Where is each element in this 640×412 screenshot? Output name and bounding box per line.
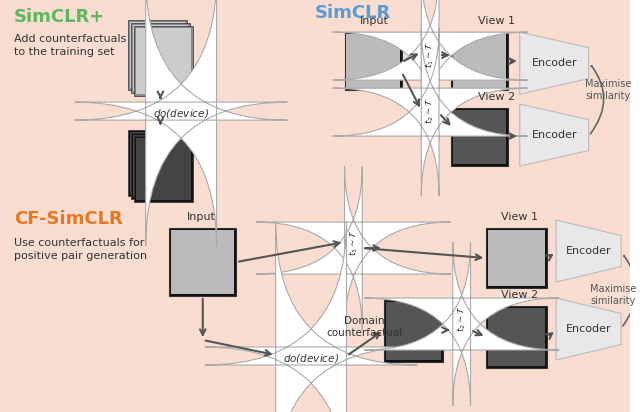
- Bar: [451, 32, 508, 90]
- Bar: [386, 302, 441, 360]
- Bar: [488, 308, 545, 366]
- Bar: [136, 138, 191, 200]
- Polygon shape: [556, 220, 621, 282]
- FancyBboxPatch shape: [333, 28, 527, 196]
- Text: $t_1 \sim \mathcal{T}$: $t_1 \sim \mathcal{T}$: [347, 228, 360, 255]
- Text: Domain
counterfactual: Domain counterfactual: [326, 316, 403, 337]
- Text: Encoder: Encoder: [531, 58, 577, 68]
- Bar: [128, 20, 187, 90]
- Text: Input: Input: [188, 212, 216, 222]
- Text: Encoder: Encoder: [566, 246, 611, 256]
- Text: Use counterfactuals for: Use counterfactuals for: [14, 238, 144, 248]
- Bar: [170, 228, 236, 296]
- FancyBboxPatch shape: [256, 166, 451, 330]
- Text: $t_2 \sim \mathcal{T}$: $t_2 \sim \mathcal{T}$: [456, 304, 468, 332]
- Text: CF-SimCLR: CF-SimCLR: [14, 210, 122, 228]
- Text: View 2: View 2: [477, 92, 515, 102]
- Bar: [172, 230, 234, 294]
- FancyBboxPatch shape: [205, 221, 417, 412]
- Bar: [488, 230, 545, 286]
- Text: to the training set: to the training set: [14, 47, 115, 57]
- FancyBboxPatch shape: [364, 242, 559, 406]
- Bar: [451, 108, 508, 166]
- Text: Encoder: Encoder: [566, 324, 611, 334]
- FancyArrowPatch shape: [623, 256, 637, 326]
- Bar: [453, 110, 506, 164]
- Bar: [131, 23, 190, 93]
- Bar: [128, 130, 187, 196]
- Bar: [133, 135, 188, 197]
- Bar: [384, 300, 443, 362]
- FancyArrowPatch shape: [590, 66, 604, 134]
- FancyBboxPatch shape: [75, 0, 287, 246]
- Bar: [453, 34, 506, 88]
- Bar: [134, 136, 193, 202]
- Text: SimCLR+: SimCLR+: [14, 8, 105, 26]
- Text: $do$(device): $do$(device): [283, 351, 339, 365]
- Text: Maximise
similarity: Maximise similarity: [590, 284, 636, 306]
- Bar: [486, 306, 547, 368]
- Polygon shape: [520, 104, 589, 166]
- Bar: [136, 28, 191, 94]
- Text: $t_1 \sim \mathcal{T}$: $t_1 \sim \mathcal{T}$: [424, 40, 436, 68]
- Text: Encoder: Encoder: [531, 130, 577, 140]
- Text: Maximise
similarity: Maximise similarity: [585, 79, 632, 101]
- Bar: [130, 132, 185, 194]
- Bar: [346, 34, 399, 88]
- Polygon shape: [556, 298, 621, 360]
- Text: $t_2 \sim \mathcal{T}$: $t_2 \sim \mathcal{T}$: [424, 96, 436, 124]
- Text: $do$(device): $do$(device): [153, 107, 209, 119]
- Bar: [134, 26, 193, 96]
- Text: View 1: View 1: [477, 16, 515, 26]
- Bar: [344, 32, 402, 90]
- Bar: [133, 25, 188, 91]
- Bar: [486, 228, 547, 288]
- Polygon shape: [520, 32, 589, 94]
- Bar: [131, 133, 190, 199]
- Bar: [130, 22, 185, 88]
- Text: Add counterfactuals: Add counterfactuals: [14, 34, 126, 44]
- Text: Input: Input: [360, 16, 388, 26]
- Text: SimCLR: SimCLR: [315, 4, 391, 22]
- Text: View 1: View 1: [501, 212, 538, 222]
- FancyBboxPatch shape: [333, 0, 527, 140]
- Text: View 2: View 2: [501, 290, 538, 300]
- Text: positive pair generation: positive pair generation: [14, 251, 147, 261]
